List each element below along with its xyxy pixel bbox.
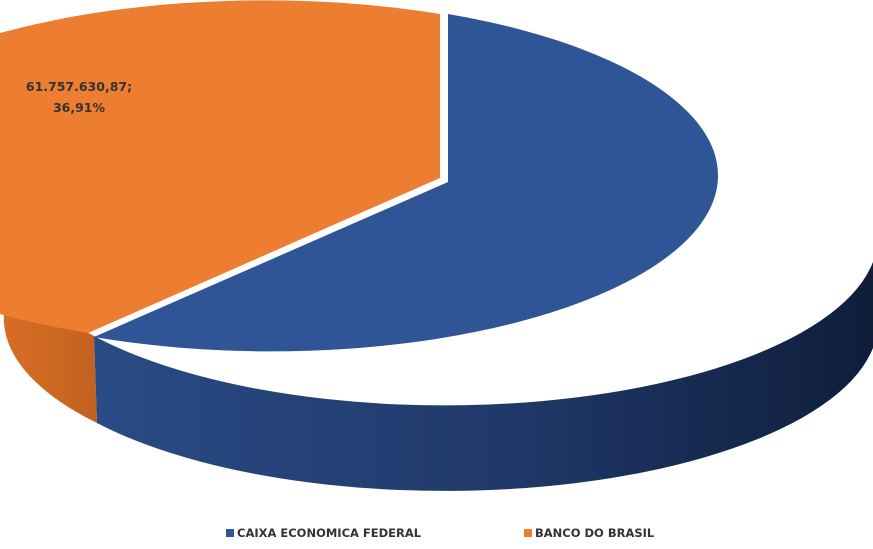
data-label-caixa-percent: 63,09%: [764, 261, 817, 276]
pie-slice-side-caixa: [94, 213, 873, 491]
legend-swatch-caixa: [226, 529, 234, 537]
pie-slice-banco-do-brasil: [0, 0, 440, 333]
data-label-caixa-value: 105.579.002,24;: [733, 240, 848, 255]
data-label-banco-percent: 36,91%: [53, 100, 106, 115]
chart-legend: CAIXA ECONOMICA FEDERAL BANCO DO BRASIL: [0, 526, 873, 546]
data-label-banco-value: 61.757.630,87;: [26, 79, 132, 94]
legend-label-banco: BANCO DO BRASIL: [535, 526, 655, 540]
legend-item-banco: BANCO DO BRASIL: [524, 526, 654, 540]
legend-label-caixa: CAIXA ECONOMICA FEDERAL: [237, 526, 422, 540]
pie-slice-caixa-economica-federal: [94, 14, 719, 352]
legend-item-caixa: CAIXA ECONOMICA FEDERAL: [226, 526, 421, 540]
legend-swatch-banco: [524, 529, 532, 537]
